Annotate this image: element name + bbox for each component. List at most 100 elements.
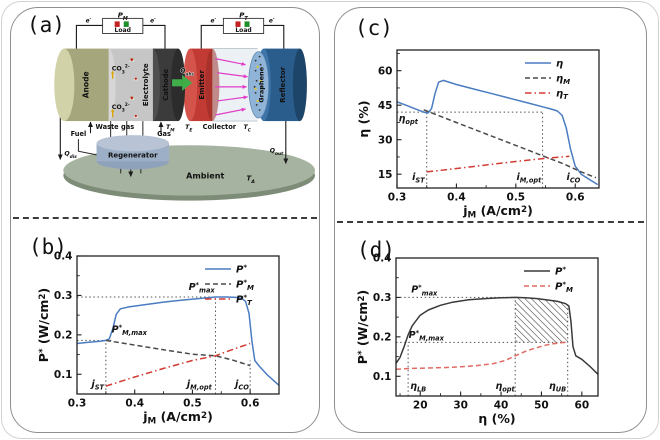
graphene-disk — [248, 51, 270, 119]
chart-power-vs-efficiency: 20 30 40 50 60 0.1 0.2 0.3 0.4 η (%) P* (W/cm2) P* P… — [355, 253, 599, 426]
annotation-label: P*M,max — [112, 323, 148, 337]
y-tick-label: 0.1 — [54, 369, 73, 381]
t-e-label: TE — [185, 124, 192, 134]
y-tick-label: 0.2 — [54, 329, 73, 341]
series-line-0 — [396, 79, 599, 186]
panel-label-b: (b) — [29, 235, 67, 259]
gas-label: Gas — [157, 130, 171, 138]
series-line-1 — [105, 339, 251, 367]
x-axis-label: jM (A/cm2) — [142, 409, 213, 427]
reflector-label: Reflector — [278, 66, 287, 103]
y-tick-label: 15 — [378, 169, 393, 181]
x-tick-label: 50 — [534, 400, 549, 412]
q-dis-label: Qdis — [64, 150, 77, 160]
x-tick-label: 0.4 — [447, 192, 466, 204]
legend-entry-label: P*M — [236, 278, 254, 292]
x-tick-label: 0.4 — [125, 398, 144, 410]
y-axis-label: P* (W/cm2) — [355, 290, 370, 364]
circuit-right: Load PT e- e- — [200, 12, 285, 49]
co3-label-top: CO32- — [112, 64, 130, 76]
series-line-1 — [423, 109, 597, 179]
plot-frame — [396, 49, 600, 189]
legend-entry-label: P*T — [236, 293, 253, 307]
series-line-0 — [76, 296, 280, 386]
legend-entry-label: η — [556, 58, 563, 69]
annotation-label: jST — [89, 379, 104, 392]
ambient-label: Ambient — [186, 171, 224, 180]
t-a-label: TA — [247, 174, 256, 185]
annotation-label: jM,opt — [185, 379, 213, 392]
annotation-label: iM,opt — [516, 172, 542, 185]
molecule-icons — [129, 58, 138, 118]
p-t-label: PT — [239, 12, 248, 22]
x-tick-label: 0.6 — [566, 192, 585, 204]
q-abs-arrow — [172, 74, 193, 91]
panel-right — [334, 7, 647, 433]
co3-ions: CO32- CO32- — [111, 58, 138, 118]
panel-label-d: (d) — [357, 238, 395, 262]
collector-label: Collector — [203, 123, 237, 131]
x-tick-label: 0.3 — [388, 192, 407, 204]
electron-left-2: e- — [150, 15, 156, 24]
y-axis-label: P* (W/cm2) — [36, 288, 51, 362]
y-tick-label: 0.3 — [54, 290, 73, 302]
series-line-0 — [395, 296, 599, 375]
legend-entry-label: P* — [555, 265, 566, 277]
load-right-label: Load — [235, 27, 251, 34]
y-tick-label: 60 — [378, 65, 393, 77]
regenerator-cylinder — [96, 135, 170, 170]
chart-efficiency-vs-current: 0.3 0.4 0.5 0.6 15 30 45 60 jM (A/cm2) η (%) η ηM ηT… — [356, 49, 600, 221]
cathode-label: Cathode — [162, 68, 170, 100]
y-tick-label: 0.4 — [54, 251, 73, 263]
plot-frame — [395, 257, 599, 397]
circuit-left: Load PM e- e- — [75, 12, 166, 49]
annotation-label: jCO — [233, 379, 249, 392]
resistor-red-mark — [114, 21, 120, 27]
y-axis-label: η (%) — [356, 100, 371, 137]
x-axis-label: jM (A/cm2) — [462, 203, 533, 221]
annotation-label: P*M,max — [409, 329, 445, 343]
legend-entry-label: P*M — [555, 280, 573, 294]
x-tick-label: 0.6 — [241, 398, 260, 410]
x-tick-label: 0.3 — [68, 398, 87, 410]
annotation-label: ηUB — [549, 381, 566, 394]
t-m-label: TM — [166, 124, 175, 134]
y-tick-label: 0.3 — [373, 292, 392, 304]
annotation-label: ηopt — [495, 381, 515, 394]
x-tick-label: 0.5 — [183, 398, 202, 410]
y-tick-label: 0.2 — [373, 331, 392, 343]
panel-label-a: (a) — [27, 13, 65, 37]
dashed-divider-left — [13, 217, 317, 219]
series-line-1 — [395, 341, 568, 370]
dashed-divider-right — [337, 221, 644, 223]
x-tick-label: 30 — [453, 400, 468, 412]
q-abs-label: Qabs — [180, 68, 194, 77]
series-line-2 — [426, 155, 570, 173]
electron-right-1: e- — [210, 15, 216, 24]
p-m-label: PM — [118, 12, 128, 22]
waste-gas-label: Waste gas — [96, 123, 135, 131]
fuel-label: Fuel — [71, 130, 87, 138]
x-tick-label: 20 — [413, 400, 428, 412]
plot-frame — [76, 255, 280, 395]
t-c-label: TC — [244, 124, 252, 134]
legend-entry-label: ηM — [556, 73, 570, 86]
regenerator-label: Regenerator — [108, 150, 158, 159]
q-out-label: Qout — [270, 147, 284, 157]
electron-right-2: e- — [269, 15, 275, 24]
annotation-label: P*max — [411, 284, 438, 298]
anode-cylinder — [54, 48, 109, 122]
x-tick-label: 60 — [575, 400, 590, 412]
graphene-label: Graphene — [258, 66, 266, 102]
y-tick-label: 30 — [378, 134, 393, 146]
panel-label-c: (c) — [355, 16, 393, 40]
electron-left-1: e- — [86, 15, 92, 24]
y-tick-label: 45 — [378, 100, 393, 112]
co3-label-bottom: CO32- — [112, 102, 130, 114]
x-tick-label: 40 — [494, 400, 509, 412]
resistor-green-mark — [244, 21, 250, 27]
y-tick-label: 0.4 — [373, 253, 392, 265]
legend-entry-label: P* — [236, 263, 247, 275]
